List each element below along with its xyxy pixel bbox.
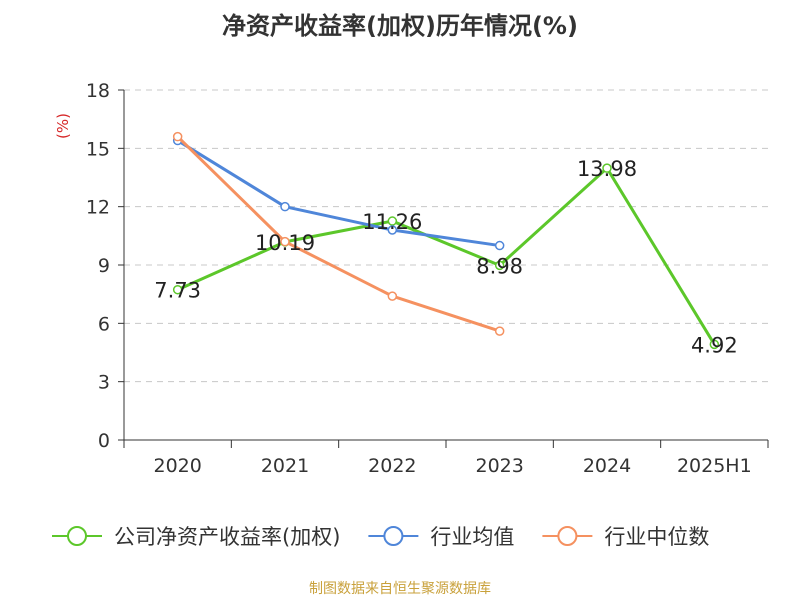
y-tick-label: 0 [98, 430, 110, 452]
data-point [172, 131, 183, 142]
data-point [280, 201, 290, 212]
data-point [494, 326, 505, 336]
series-lines [172, 131, 720, 350]
legend: 公司净资产收益率(加权) 行业均值 行业中位数 [52, 525, 709, 549]
y-tick-label: 15 [86, 138, 110, 160]
data-point [494, 260, 505, 271]
data-point [494, 240, 505, 251]
data-label: 8.98 [476, 254, 523, 278]
data-point [387, 291, 398, 301]
chart-title: 净资产收益率(加权)历年情况(%) [222, 12, 578, 40]
y-axis-label: (%) [54, 113, 72, 139]
x-tick-label: 2025H1 [677, 455, 752, 477]
legend-label-1: 行业均值 [430, 525, 514, 549]
y-tick-label: 3 [98, 372, 110, 394]
data-label: 11.26 [362, 210, 422, 234]
data-labels: 7.73 10.19 11.26 8.98 13.98 4.92 [154, 157, 737, 357]
legend-marker-1 [383, 526, 404, 546]
y-tick-label: 18 [86, 80, 110, 102]
legend-label-2: 行业中位数 [604, 525, 709, 549]
x-tick-label: 2024 [583, 455, 631, 477]
data-point [172, 284, 183, 295]
y-tick-label: 12 [86, 197, 110, 219]
data-label: 10.19 [255, 231, 315, 255]
y-tick-label: 9 [98, 255, 110, 277]
data-point [387, 216, 398, 226]
x-tick-label: 2021 [261, 455, 309, 477]
series-line-0 [177, 166, 716, 346]
data-point [387, 225, 398, 235]
legend-label-0: 公司净资产收益率(加权) [114, 525, 340, 549]
y-tick-label: 6 [98, 313, 110, 335]
data-point [709, 339, 720, 350]
x-tick-label: 2022 [368, 455, 416, 477]
data-point [602, 163, 612, 173]
series-line-1 [176, 139, 500, 248]
data-label: 7.73 [154, 279, 201, 303]
legend-marker-0 [67, 526, 87, 546]
grid-lines [124, 89, 768, 383]
source-note: 制图数据来自恒生聚源数据库 [309, 581, 491, 597]
axes: 0 3 6 9 12 15 18 2020 2021 2022 2023 2024 2025H1 [86, 80, 769, 477]
data-label: 4.92 [691, 333, 738, 357]
series-line-2 [176, 135, 501, 333]
x-tick-label: 2023 [475, 455, 523, 477]
x-tick-label: 2020 [153, 455, 201, 477]
data-label: 13.98 [577, 157, 637, 181]
legend-marker-2 [557, 526, 578, 546]
data-point [280, 236, 290, 247]
